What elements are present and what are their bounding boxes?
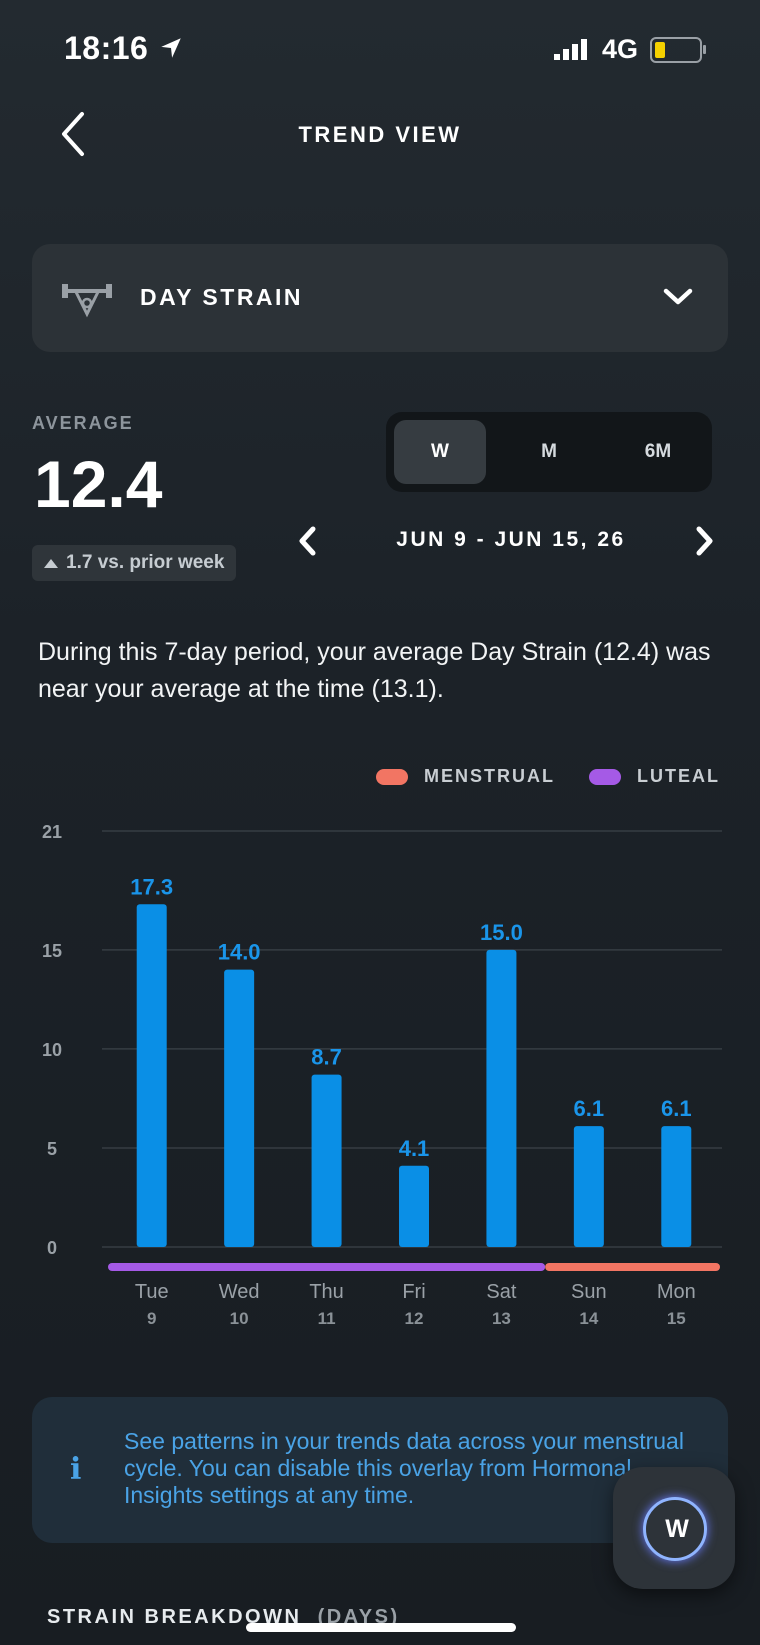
legend-swatch-luteal	[589, 768, 621, 785]
x-tick-day: Tue	[135, 1281, 169, 1303]
x-tick-date: 12	[405, 1309, 424, 1328]
x-tick-day: Sun	[571, 1281, 607, 1303]
x-tick-date: 11	[318, 1309, 336, 1328]
chart-bar	[311, 1074, 342, 1247]
tab-week[interactable]: W	[394, 420, 486, 484]
delta-text: 1.7 vs. prior week	[66, 552, 225, 573]
info-text: See patterns in your trends data across …	[124, 1428, 684, 1508]
average-label: AVERAGE	[32, 413, 134, 433]
average-value: 12.4	[34, 447, 163, 521]
chart-bar	[399, 1165, 429, 1247]
x-tick-day: Mon	[657, 1281, 696, 1303]
previous-period-icon[interactable]	[296, 524, 320, 558]
y-tick-label: 21	[42, 822, 62, 842]
x-tick-day: Thu	[309, 1281, 343, 1303]
x-tick-date: 15	[667, 1309, 686, 1328]
metric-label: DAY STRAIN	[140, 284, 304, 310]
strain-breakdown-heading: STRAIN BREAKDOWN (DAYS)	[47, 1606, 400, 1629]
battery-icon	[650, 36, 706, 63]
chart-bar	[136, 904, 167, 1247]
legend-luteal: LUTEAL	[589, 766, 720, 787]
delta-badge: 1.7 vs. prior week	[32, 545, 237, 581]
x-tick-day: Wed	[219, 1281, 260, 1303]
y-tick-label: 10	[42, 1040, 62, 1060]
data-label: 4.1	[399, 1136, 430, 1161]
y-tick-label: 0	[47, 1238, 57, 1258]
network-type: 4G	[601, 34, 638, 64]
x-tick-date: 14	[579, 1309, 598, 1328]
legend-label-menstrual: MENSTRUAL	[424, 766, 555, 786]
info-icon: i	[70, 1452, 82, 1487]
signal-icon	[553, 38, 587, 60]
x-tick-day: Fri	[402, 1281, 425, 1303]
triangle-up-icon	[44, 558, 58, 568]
location-arrow-icon	[160, 38, 181, 58]
info-card	[32, 1397, 728, 1543]
breakdown-subtitle: (DAYS)	[317, 1606, 400, 1628]
chart-legend: MENSTRUAL LUTEAL	[376, 766, 720, 787]
whoop-logo-icon: W	[643, 1497, 707, 1561]
chart-bar	[224, 969, 255, 1247]
status-indicators: 4G	[553, 34, 706, 65]
next-period-icon[interactable]	[692, 524, 716, 558]
legend-menstrual: MENSTRUAL	[376, 766, 555, 787]
day-strain-chart: 0 5 10 15 21 17.3 Tue 9 14.0 Wed 10 8.7 Thu 11 4.1 Fri 1…	[42, 822, 722, 1328]
chevron-down-icon[interactable]	[662, 286, 694, 308]
whoop-coach-button[interactable]: W	[613, 1467, 735, 1589]
home-indicator[interactable]	[246, 1623, 516, 1632]
data-label: 17.3	[130, 874, 173, 899]
x-tick-day: Sat	[486, 1281, 516, 1303]
data-label: 6.1	[661, 1096, 692, 1121]
data-label: 15.0	[480, 920, 523, 945]
tab-six-months[interactable]: 6M	[644, 441, 672, 462]
chart-bar	[661, 1126, 692, 1247]
weightlifting-icon	[62, 284, 112, 318]
legend-label-luteal: LUTEAL	[637, 766, 720, 786]
y-tick-label: 15	[42, 941, 62, 961]
chart-bar	[573, 1126, 604, 1247]
page-title: TREND VIEW	[298, 122, 462, 147]
back-chevron-icon[interactable]	[56, 110, 90, 158]
tab-month[interactable]: M	[541, 441, 557, 462]
status-time: 18:16	[64, 30, 184, 67]
date-range: JUN 9 - JUN 15, 26	[396, 528, 626, 551]
metric-dropdown[interactable]	[32, 244, 728, 352]
x-tick-date: 10	[230, 1309, 249, 1328]
data-label: 6.1	[574, 1096, 605, 1121]
breakdown-title: STRAIN BREAKDOWN	[47, 1606, 302, 1628]
data-label: 14.0	[218, 940, 261, 965]
y-tick-label: 5	[47, 1139, 57, 1159]
x-tick-date: 13	[492, 1309, 511, 1328]
summary-text: During this 7-day period, your average D…	[38, 638, 711, 703]
range-segmented-control: W M 6M	[386, 412, 712, 492]
legend-swatch-menstrual	[376, 768, 408, 785]
data-label: 8.7	[311, 1045, 342, 1070]
x-tick-date: 9	[147, 1309, 156, 1328]
chart-bar	[486, 949, 517, 1247]
